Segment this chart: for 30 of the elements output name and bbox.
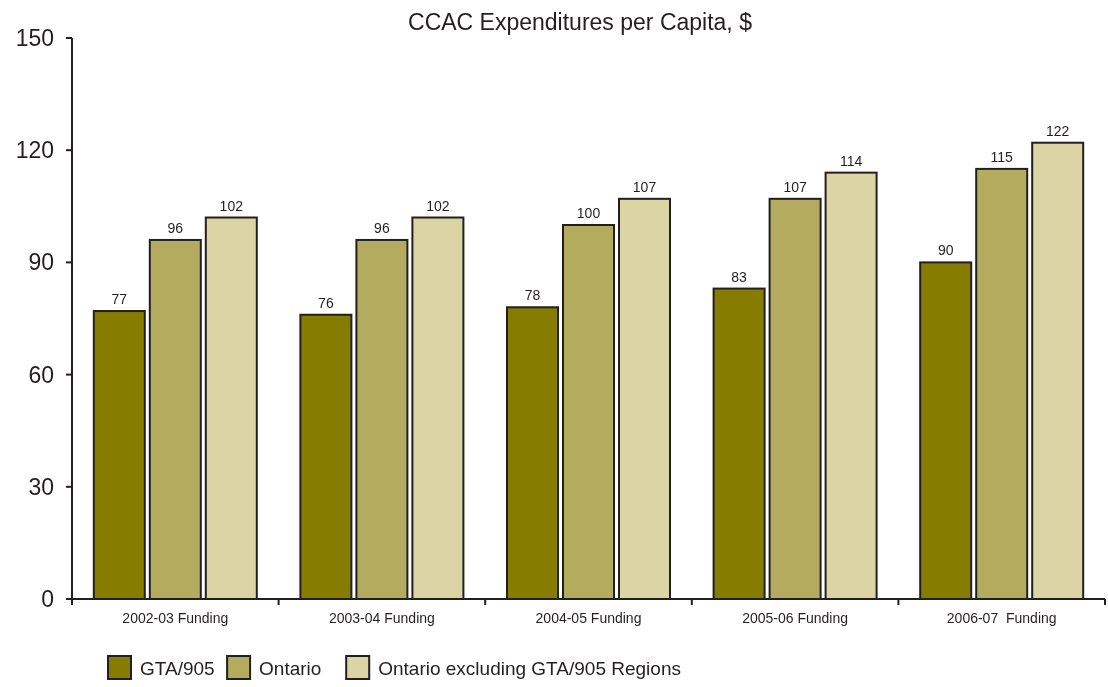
data-label: 100: [576, 205, 601, 221]
data-label: 77: [111, 291, 128, 308]
data-label: 102: [426, 197, 450, 214]
data-label: 114: [839, 152, 863, 169]
data-label: 78: [524, 287, 541, 304]
data-label: 96: [167, 219, 184, 236]
y-tick-label: 120: [15, 137, 54, 164]
y-tick-label: 60: [28, 361, 54, 388]
legend-label: Ontario excluding GTA/905 Regions: [378, 658, 681, 679]
data-label: 83: [731, 268, 748, 285]
chart-title: CCAC Expenditures per Capita, $: [408, 9, 753, 35]
data-label: 107: [632, 178, 657, 195]
x-tick-label: 2002-03 Funding: [122, 610, 229, 626]
data-label: 76: [318, 294, 334, 311]
data-label: 102: [219, 197, 244, 214]
data-label: 90: [937, 242, 954, 259]
data-label: 122: [1046, 122, 1070, 139]
legend-label: Ontario: [259, 658, 322, 679]
y-tick-label: 0: [41, 586, 54, 612]
x-tick-label: 2003-04 Funding: [328, 610, 435, 626]
data-label: 107: [783, 178, 807, 195]
y-tick-label: 150: [15, 25, 54, 51]
legend-label: GTA/905: [140, 658, 215, 679]
x-tick-label: 2004-05 Funding: [535, 610, 642, 626]
data-label: 115: [990, 148, 1014, 165]
x-tick-label: 2005-06 Funding: [742, 610, 849, 626]
y-tick-label: 90: [28, 249, 54, 276]
x-tick-label: 2006-07 Funding: [946, 610, 1057, 626]
y-tick-label: 30: [28, 473, 54, 500]
data-label: 96: [374, 219, 390, 236]
